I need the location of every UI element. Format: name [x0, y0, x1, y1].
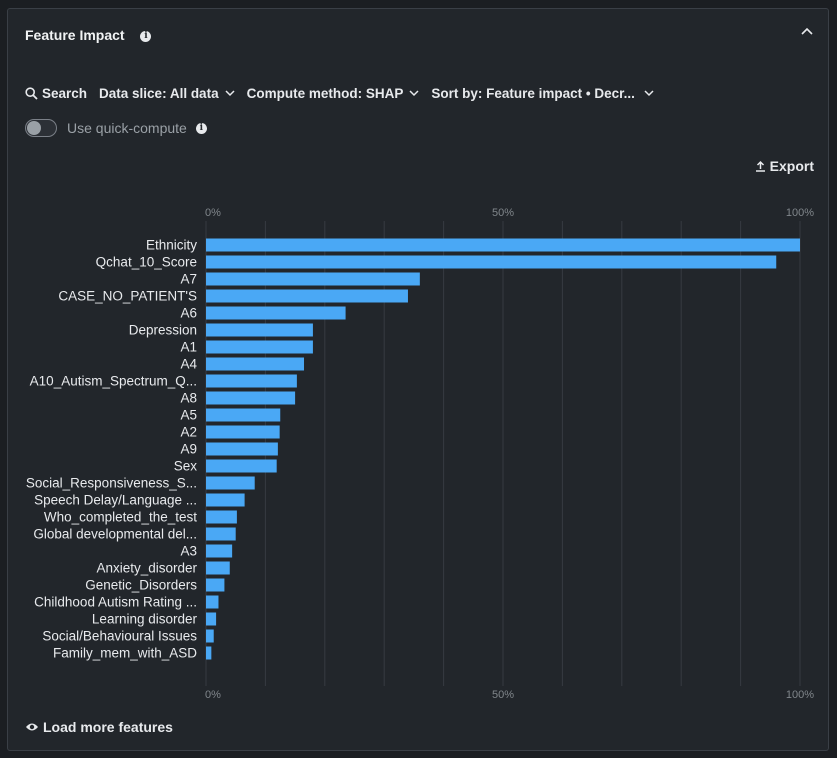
feature-bar[interactable] [206, 408, 281, 422]
feature-label: Childhood Autism Rating ... [34, 595, 197, 610]
feature-label: A10_Autism_Spectrum_Q... [30, 374, 197, 389]
load-more-label: Load more features [43, 719, 173, 735]
sort-by-label: Sort by: Feature impact • Decr... [431, 86, 635, 101]
quick-compute-row: Use quick-compute i [25, 119, 207, 137]
feature-label: A9 [180, 442, 197, 457]
feature-bar[interactable] [206, 578, 225, 592]
x-tick-label: 100% [786, 207, 814, 219]
feature-bar[interactable] [206, 612, 217, 626]
info-icon[interactable]: i [195, 122, 207, 134]
feature-bar[interactable] [206, 374, 297, 388]
chevron-down-icon [644, 90, 654, 97]
feature-label: A8 [180, 391, 197, 406]
upload-icon [755, 160, 765, 172]
feature-bar[interactable] [206, 561, 230, 575]
feature-label: Sex [174, 459, 198, 474]
x-tick-label: 0% [205, 207, 221, 219]
export-button[interactable]: Export [755, 158, 814, 174]
feature-label: Family_mem_with_ASD [53, 646, 197, 661]
x-tick-label: 50% [492, 689, 514, 699]
feature-impact-chart: 0% 0% 50% 50% 100% 100% Ethnicity Qchat_10_Scor… [26, 207, 814, 699]
feature-bar[interactable] [206, 306, 346, 320]
feature-label: A3 [180, 544, 197, 559]
feature-label: Depression [129, 323, 197, 338]
feature-bar[interactable] [206, 510, 237, 524]
search-label: Search [42, 86, 88, 101]
feature-label: A1 [180, 340, 197, 355]
toolbar: Search Data slice: All data Compute meth… [25, 86, 666, 101]
chevron-down-icon [409, 90, 419, 97]
feature-bar[interactable] [206, 527, 236, 541]
feature-impact-panel: Feature Impact i Search Data slice: All … [7, 8, 829, 751]
feature-label: Ethnicity [146, 238, 197, 253]
feature-label: Learning disorder [92, 612, 198, 627]
feature-label: A2 [180, 425, 197, 440]
feature-label: Social/Behavioural Issues [42, 629, 197, 644]
feature-label: A5 [180, 408, 197, 423]
feature-bar[interactable] [206, 391, 296, 405]
feature-label: Genetic_Disorders [85, 578, 197, 593]
feature-label: Global developmental del... [33, 527, 197, 542]
feature-bar[interactable] [206, 255, 777, 269]
data-slice-dropdown[interactable]: Data slice: All data [99, 86, 235, 101]
info-icon[interactable]: i [140, 30, 152, 42]
feature-bar[interactable] [206, 493, 245, 507]
chevron-down-icon [225, 90, 235, 97]
feature-bar[interactable] [206, 425, 280, 439]
feature-bar[interactable] [206, 544, 233, 558]
feature-bar[interactable] [206, 476, 255, 490]
feature-label: Anxiety_disorder [96, 561, 197, 576]
feature-bar[interactable] [206, 459, 277, 473]
compute-method-dropdown[interactable]: Compute method: SHAP [247, 86, 420, 101]
x-tick-label: 0% [205, 689, 221, 699]
sort-by-dropdown[interactable]: Sort by: Feature impact • Decr... [431, 86, 654, 101]
feature-bar[interactable] [206, 340, 313, 354]
feature-bar[interactable] [206, 595, 219, 609]
feature-label: A6 [180, 306, 197, 321]
feature-bar[interactable] [206, 323, 313, 337]
feature-bar[interactable] [206, 646, 212, 660]
data-slice-label: Data slice: All data [99, 86, 219, 101]
panel-title: Feature Impact [25, 27, 125, 43]
feature-label: CASE_NO_PATIENT'S [58, 289, 197, 304]
feature-bar[interactable] [206, 289, 408, 303]
feature-label: Qchat_10_Score [96, 255, 197, 270]
search-icon [25, 87, 38, 100]
export-label: Export [769, 158, 814, 174]
search-button[interactable]: Search [25, 86, 87, 101]
feature-bar[interactable] [206, 629, 214, 643]
chevron-up-icon[interactable] [800, 25, 814, 39]
compute-method-label: Compute method: SHAP [246, 86, 404, 101]
quick-compute-toggle[interactable] [25, 119, 57, 137]
feature-bar[interactable] [206, 357, 305, 371]
quick-compute-label: Use quick-compute [67, 120, 187, 136]
feature-label: A7 [180, 272, 197, 287]
x-tick-label: 100% [786, 689, 814, 699]
load-more-features-button[interactable]: Load more features [25, 719, 173, 735]
feature-bar[interactable] [206, 442, 278, 456]
eye-icon [26, 723, 38, 731]
feature-label: Who_completed_the_test [44, 510, 197, 525]
feature-label: Speech Delay/Language ... [34, 493, 197, 508]
panel-title-row: Feature Impact i [25, 27, 152, 43]
feature-label: A4 [180, 357, 197, 372]
feature-bar[interactable] [206, 272, 420, 286]
feature-label: Social_Responsiveness_S... [26, 476, 197, 491]
feature-bar[interactable] [206, 238, 800, 252]
x-tick-label: 50% [492, 207, 514, 219]
